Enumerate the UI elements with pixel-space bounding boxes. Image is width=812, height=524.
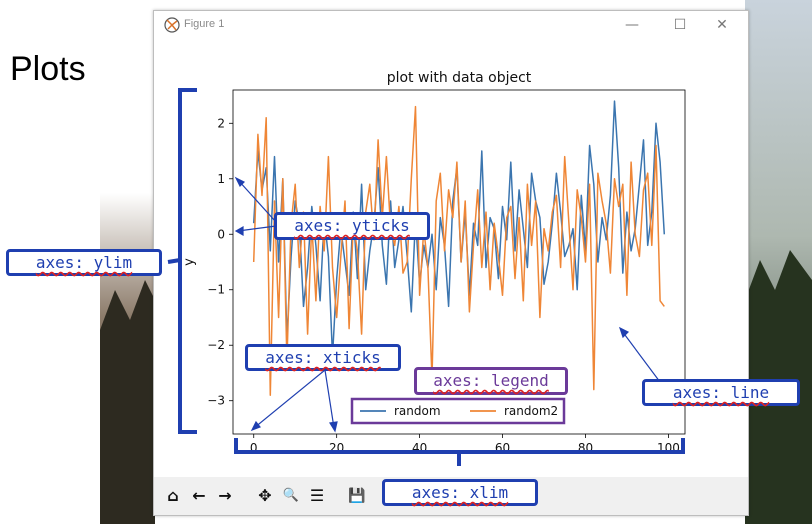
yticks-arrow-1 (237, 179, 277, 223)
ytick-label: 2 (217, 116, 225, 130)
forward-icon[interactable]: → (218, 486, 232, 505)
xlim-annotation: axes: xlim (382, 479, 538, 506)
xtick-label: 0 (250, 441, 258, 455)
legend-label-random2: random2 (504, 404, 558, 418)
line-annotation: axes: line (642, 379, 800, 406)
close-button[interactable]: ✕ (716, 17, 728, 33)
y-axis-label: y (182, 258, 197, 266)
figure-window: Figure 1 — ☐ ✕ plot with data object −3 −2… (153, 10, 749, 516)
axes-frame (232, 89, 686, 435)
xticks-annotation: axes: xticks (245, 344, 401, 371)
line-arrow (621, 330, 661, 383)
ytick-label: −2 (207, 338, 225, 352)
back-icon[interactable]: ← (192, 486, 206, 505)
legend-box (350, 397, 566, 425)
yticks-annotation: axes: yticks (274, 212, 430, 240)
maximize-button[interactable]: ☐ (673, 17, 687, 33)
ylim-annotation: axes: ylim (6, 249, 162, 276)
ytick-label: 0 (217, 227, 225, 241)
window-titlebar[interactable]: Figure 1 — ☐ ✕ (154, 11, 748, 39)
ylim-bracket (178, 88, 197, 434)
xticks-arrow-1 (253, 369, 326, 429)
matplotlib-logo-icon (164, 17, 180, 33)
yticks-arrow-2 (237, 225, 277, 232)
minimize-button[interactable]: — (625, 17, 639, 33)
ytick-label: −3 (207, 394, 225, 408)
legend-annotation: axes: legend (414, 367, 568, 395)
zoom-icon[interactable]: 🔍 (282, 488, 300, 503)
save-icon[interactable]: 💾 (348, 488, 366, 504)
window-title: Figure 1 (184, 18, 225, 30)
home-icon[interactable]: ⌂ (167, 486, 179, 505)
slide-heading: Plots (10, 50, 86, 88)
configure-subplots-icon[interactable]: ☰ (309, 486, 325, 505)
chart-title: plot with data object (387, 70, 532, 86)
xlim-bracket (234, 438, 685, 454)
ylim-bracket-tip (167, 258, 181, 264)
legend-label-random: random (394, 404, 441, 418)
ytick-label: −1 (207, 283, 225, 297)
xticks-arrow-2 (324, 369, 335, 429)
pan-icon[interactable]: ✥ (258, 486, 272, 505)
ytick-label: 1 (217, 172, 225, 186)
